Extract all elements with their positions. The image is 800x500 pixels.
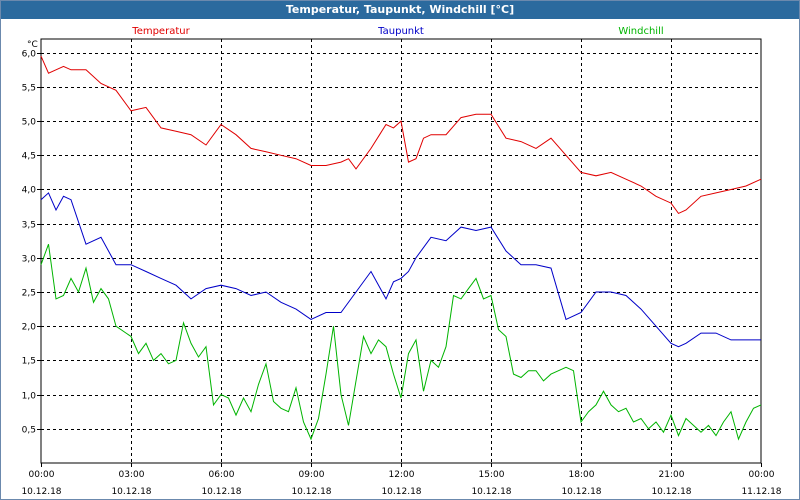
legend-windchill: Windchill bbox=[618, 26, 663, 37]
y-tick-label: 4,5 bbox=[22, 152, 36, 162]
series-lines bbox=[40, 55, 762, 441]
x-tick-label-time: 15:00 bbox=[479, 470, 505, 480]
x-tick-label-time: 18:00 bbox=[569, 470, 595, 480]
series-line-windchill bbox=[40, 244, 762, 441]
x-tick-label-date: 10.12.18 bbox=[21, 487, 61, 497]
y-tick-label: 6,0 bbox=[22, 50, 37, 60]
axes: 0,5 1,0 1,5 2,0 2,5 3,0 3,5 4,0 4,5 5,0 5,5 6,0°C 00… bbox=[21, 40, 781, 497]
x-tick-label-date: 10.12.18 bbox=[651, 487, 691, 497]
x-tick-label-date: 10.12.18 bbox=[111, 487, 151, 497]
x-tick-label-date: 10.12.18 bbox=[201, 487, 241, 497]
legend-taupunkt: Taupunkt bbox=[377, 26, 424, 37]
series-line-temperatur bbox=[40, 55, 762, 215]
x-tick-label-date: 10.12.18 bbox=[381, 487, 421, 497]
series-line-taupunkt bbox=[40, 192, 761, 348]
x-tick-label-date: 10.12.18 bbox=[471, 487, 511, 497]
legend-temperatur: Temperatur bbox=[131, 26, 190, 37]
x-tick-label-time: 09:00 bbox=[299, 470, 325, 480]
x-tick-label-time: 06:00 bbox=[209, 470, 235, 480]
x-tick-label-time: 12:00 bbox=[389, 470, 415, 480]
y-tick-label: 2,0 bbox=[22, 323, 37, 333]
y-tick-label: 1,5 bbox=[22, 357, 36, 367]
y-tick-label: 3,5 bbox=[22, 221, 36, 231]
y-axis-label: °C bbox=[27, 40, 38, 50]
y-tick-label: 0,5 bbox=[22, 426, 36, 436]
y-tick-label: 2,5 bbox=[22, 289, 36, 299]
y-tick-label: 1,0 bbox=[22, 392, 37, 402]
y-tick-label: 3,0 bbox=[22, 255, 37, 265]
x-tick-label-date: 10.12.18 bbox=[291, 487, 331, 497]
legend: Temperatur Taupunkt Windchill bbox=[131, 26, 663, 37]
grid-lines bbox=[41, 39, 761, 463]
x-tick-label-date: 11.12.18 bbox=[741, 487, 781, 497]
y-tick-label: 5,5 bbox=[22, 84, 36, 94]
window-title: Temperatur, Taupunkt, Windchill [°C] bbox=[1, 1, 799, 19]
x-tick-label-time: 21:00 bbox=[659, 470, 685, 480]
y-tick-label: 5,0 bbox=[22, 118, 37, 128]
x-tick-label-date: 10.12.18 bbox=[561, 487, 601, 497]
x-tick-label-time: 00:00 bbox=[749, 470, 775, 480]
x-tick-label-time: 00:00 bbox=[29, 470, 55, 480]
y-tick-label: 4,0 bbox=[22, 186, 37, 196]
x-tick-label-time: 03:00 bbox=[119, 470, 145, 480]
